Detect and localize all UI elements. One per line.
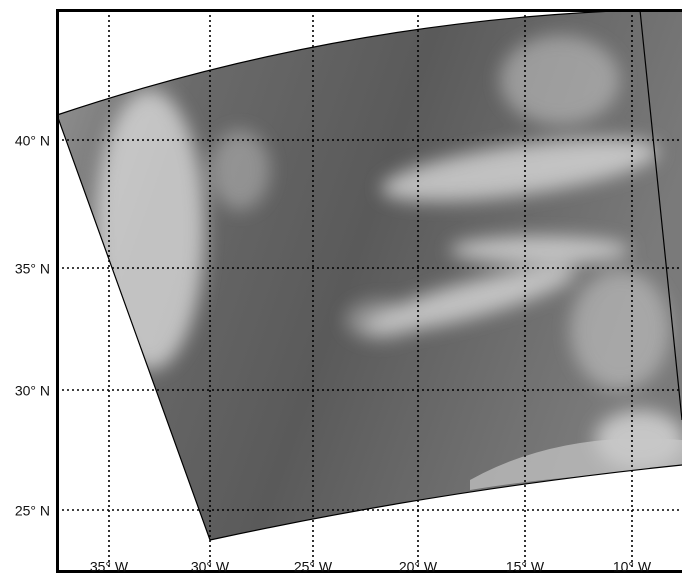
lat-label: 35° N [15,261,50,277]
lat-label: 30° N [15,383,50,399]
lon-label: 20° W [399,559,438,575]
lat-label: 25° N [15,503,50,519]
lon-label: 10° W [613,559,652,575]
lon-label: 35° W [90,559,129,575]
lon-label: 25° W [294,559,333,575]
lat-label: 40° N [15,133,50,149]
satellite-swath [0,0,682,579]
lon-label: 30° W [191,559,230,575]
map: 35° W 30° W 25° W 20° W 15° W 10° W 40° N 35° N… [0,0,682,579]
lon-label: 15° W [506,559,545,575]
page: {"map": { "lon_ticks": [ {"value": -35, … [0,0,682,579]
